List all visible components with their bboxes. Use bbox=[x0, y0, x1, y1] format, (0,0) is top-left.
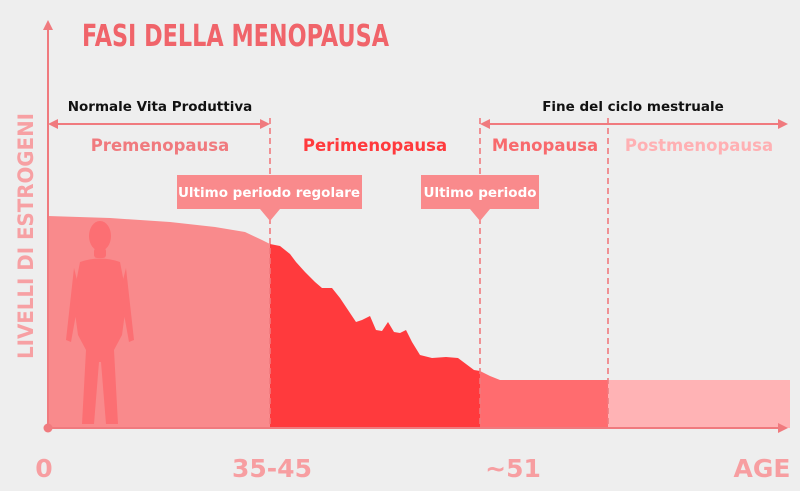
x-tick-51: ~51 bbox=[485, 454, 541, 483]
span-label-normale-vita: Normale Vita Produttiva bbox=[68, 99, 253, 115]
x-tick-35-45: 35-45 bbox=[232, 454, 312, 483]
perimenopausa-area bbox=[270, 244, 480, 428]
phase-label-perimenopausa: Perimenopausa bbox=[303, 136, 447, 155]
menopausa-area bbox=[480, 371, 608, 428]
callout-box-ultimo-periodo bbox=[421, 175, 539, 221]
callout-text-ultimo-periodo: Ultimo periodo bbox=[423, 185, 536, 201]
phase-label-menopausa: Menopausa bbox=[492, 136, 598, 155]
x-tick-age: AGE bbox=[734, 454, 791, 483]
y-axis-label: LIVELLI DI ESTROGENI bbox=[14, 113, 38, 359]
axis-origin-dot bbox=[43, 423, 53, 433]
phase-label-premenopausa: Premenopausa bbox=[91, 136, 230, 155]
callout-ultimo-periodo: Ultimo periodo bbox=[421, 175, 539, 221]
callout-box-ultimo-periodo-regolare bbox=[177, 175, 362, 221]
diagram-title: FASI DELLA MENOPAUSA bbox=[82, 19, 390, 54]
phase-label-postmenopausa: Postmenopausa bbox=[625, 136, 773, 155]
x-tick-zero: 0 bbox=[35, 454, 52, 483]
postmenopausa-area bbox=[608, 380, 790, 428]
callout-ultimo-periodo-regolare: Ultimo periodo regolare bbox=[177, 175, 362, 221]
span-label-fine-ciclo: Fine del ciclo mestruale bbox=[542, 99, 724, 115]
callout-text-ultimo-periodo-regolare: Ultimo periodo regolare bbox=[178, 185, 360, 201]
female-silhouette-icon bbox=[66, 221, 134, 424]
